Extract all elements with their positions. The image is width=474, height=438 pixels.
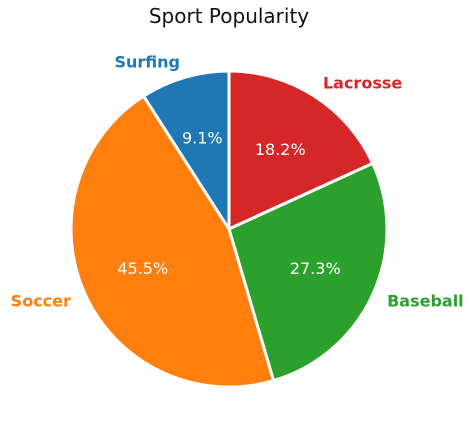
category-label-baseball: Baseball (387, 292, 464, 311)
pct-label-baseball: 27.3% (290, 259, 341, 278)
pct-label-soccer: 45.5% (117, 259, 168, 278)
percentage-labels: 18.2% 27.3% 45.5% 9.1% (117, 129, 340, 278)
pie-slices (69, 69, 389, 389)
category-label-soccer: Soccer (11, 292, 71, 311)
pct-label-surfing: 9.1% (182, 129, 223, 148)
category-labels: Lacrosse Baseball Soccer Surfing (11, 53, 464, 311)
pie-slice-surfing (142, 69, 231, 231)
pie-slice-lacrosse (227, 69, 375, 231)
pie-slice-baseball (227, 161, 389, 383)
pie-slice-soccer (69, 94, 276, 389)
category-label-lacrosse: Lacrosse (323, 73, 402, 92)
pct-label-lacrosse: 18.2% (255, 140, 306, 159)
chart-title: Sport Popularity (149, 4, 309, 28)
category-label-surfing: Surfing (115, 53, 181, 72)
